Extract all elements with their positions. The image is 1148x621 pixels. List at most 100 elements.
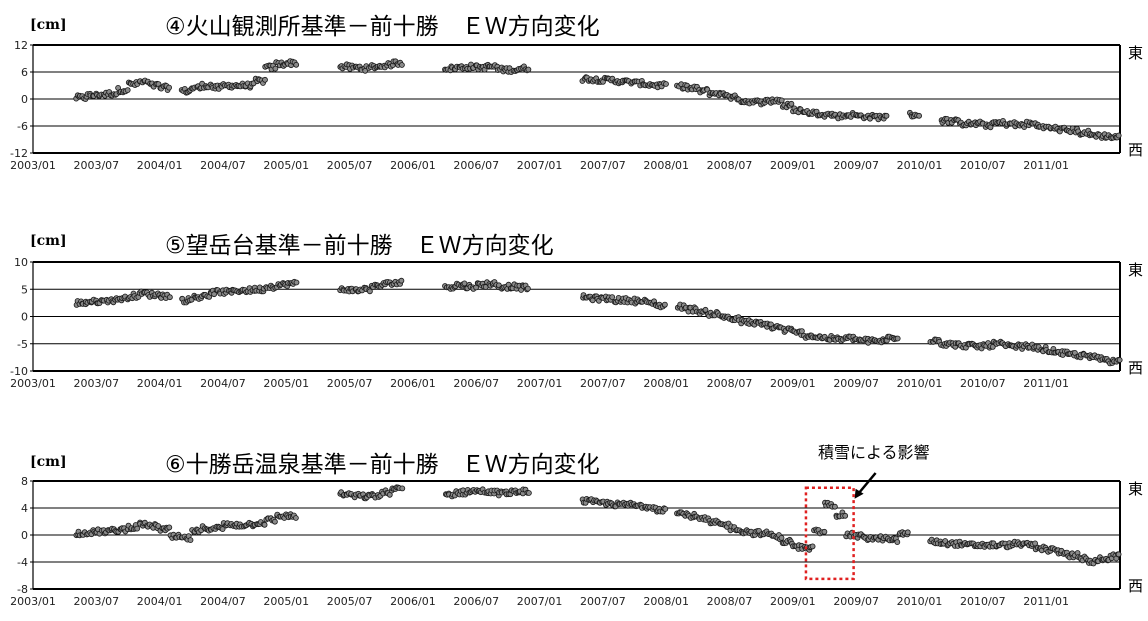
x-tick-label: 2011/01 xyxy=(1023,159,1069,172)
x-tick-label: 2010/07 xyxy=(960,595,1006,608)
y-tick-label: 5 xyxy=(21,283,28,296)
x-tick-label: 2009/01 xyxy=(770,595,816,608)
x-tick-label: 2003/07 xyxy=(73,595,119,608)
data-point xyxy=(942,538,949,544)
chart-title: ⑥十勝岳温泉基準－前十勝 ＥＷ方向変化 xyxy=(165,452,600,478)
scatter-series xyxy=(73,277,1123,367)
y-tick-label: -6 xyxy=(17,120,28,133)
x-tick-label: 2007/07 xyxy=(580,159,626,172)
y-tick-label: 8 xyxy=(21,475,28,488)
data-point xyxy=(166,84,173,91)
data-point xyxy=(788,100,795,107)
data-point xyxy=(272,65,279,72)
data-point xyxy=(821,528,828,535)
east-label: 東 xyxy=(1128,480,1143,498)
east-label: 東 xyxy=(1128,261,1143,279)
data-point xyxy=(398,277,405,284)
data-point xyxy=(124,87,131,93)
data-point xyxy=(883,112,890,119)
x-tick-label: 2010/01 xyxy=(897,159,943,172)
x-tick-label: 2006/07 xyxy=(453,595,499,608)
x-tick-label: 2004/07 xyxy=(200,159,246,172)
chart-title: ④火山観測所基準－前十勝 ＥＷ方向変化 xyxy=(165,14,600,40)
scatter-series xyxy=(73,484,1122,567)
data-point xyxy=(778,535,785,541)
x-tick-label: 2004/01 xyxy=(137,595,183,608)
x-tick-label: 2004/07 xyxy=(200,377,246,390)
data-point xyxy=(842,512,849,519)
x-tick-label: 2010/01 xyxy=(897,595,943,608)
data-point xyxy=(271,518,278,525)
x-tick-label: 2009/07 xyxy=(833,159,879,172)
data-point xyxy=(778,97,785,104)
data-point xyxy=(1115,132,1122,139)
x-tick-label: 2003/07 xyxy=(73,159,119,172)
x-tick-label: 2007/01 xyxy=(517,159,563,172)
x-tick-label: 2008/07 xyxy=(707,595,753,608)
x-tick-label: 2004/01 xyxy=(137,159,183,172)
x-tick-label: 2008/01 xyxy=(643,595,689,608)
x-tick-label: 2006/01 xyxy=(390,159,436,172)
x-tick-label: 2008/07 xyxy=(707,377,753,390)
data-point xyxy=(292,515,299,521)
y-tick-label: -12 xyxy=(10,147,28,160)
data-point xyxy=(366,288,373,295)
data-point xyxy=(894,335,901,342)
data-point xyxy=(916,112,922,119)
x-tick-label: 2007/07 xyxy=(580,595,626,608)
x-tick-label: 2004/07 xyxy=(200,595,246,608)
data-point xyxy=(166,524,173,531)
data-point xyxy=(166,294,173,301)
y-tick-label: -5 xyxy=(17,338,28,351)
data-point xyxy=(1116,357,1123,363)
west-label: 西 xyxy=(1128,141,1143,159)
data-point xyxy=(904,529,911,536)
y-tick-label: 6 xyxy=(21,66,28,79)
west-label: 西 xyxy=(1128,577,1143,595)
x-tick-label: 2004/01 xyxy=(137,377,183,390)
x-tick-label: 2009/07 xyxy=(833,377,879,390)
unit-label: [cm] xyxy=(30,17,67,33)
x-tick-label: 2007/01 xyxy=(517,377,563,390)
x-tick-label: 2005/07 xyxy=(327,377,373,390)
data-point xyxy=(609,294,616,301)
x-tick-label: 2011/01 xyxy=(1023,377,1069,390)
data-point xyxy=(399,485,406,492)
annotation-box xyxy=(804,486,855,581)
x-tick-label: 2010/01 xyxy=(897,377,943,390)
x-tick-label: 2011/01 xyxy=(1023,595,1069,608)
x-tick-label: 2006/01 xyxy=(390,595,436,608)
x-tick-label: 2009/01 xyxy=(770,159,816,172)
x-tick-label: 2008/01 xyxy=(643,159,689,172)
x-tick-label: 2006/07 xyxy=(453,159,499,172)
x-tick-label: 2009/07 xyxy=(833,595,879,608)
annotation-label: 積雪による影響 xyxy=(818,443,930,462)
data-point xyxy=(662,506,669,512)
data-point xyxy=(398,62,405,68)
data-point xyxy=(261,521,268,528)
x-tick-label: 2007/07 xyxy=(580,377,626,390)
x-tick-label: 2003/01 xyxy=(10,159,56,172)
unit-label: [cm] xyxy=(30,454,67,470)
data-point xyxy=(1115,551,1122,558)
data-point xyxy=(262,76,268,83)
x-tick-label: 2006/01 xyxy=(390,377,436,390)
data-point xyxy=(211,291,218,298)
data-point xyxy=(702,306,709,313)
x-tick-label: 2003/01 xyxy=(10,595,56,608)
x-tick-label: 2008/01 xyxy=(643,377,689,390)
x-tick-label: 2005/01 xyxy=(263,377,309,390)
x-tick-label: 2009/01 xyxy=(770,377,816,390)
data-point xyxy=(662,301,668,308)
data-point xyxy=(894,539,901,545)
x-tick-label: 2006/07 xyxy=(453,377,499,390)
data-point xyxy=(525,66,532,73)
data-point xyxy=(219,526,226,532)
y-tick-label: 12 xyxy=(14,39,28,52)
unit-label: [cm] xyxy=(30,233,67,249)
x-tick-label: 2010/07 xyxy=(960,377,1006,390)
x-tick-label: 2005/01 xyxy=(263,595,309,608)
